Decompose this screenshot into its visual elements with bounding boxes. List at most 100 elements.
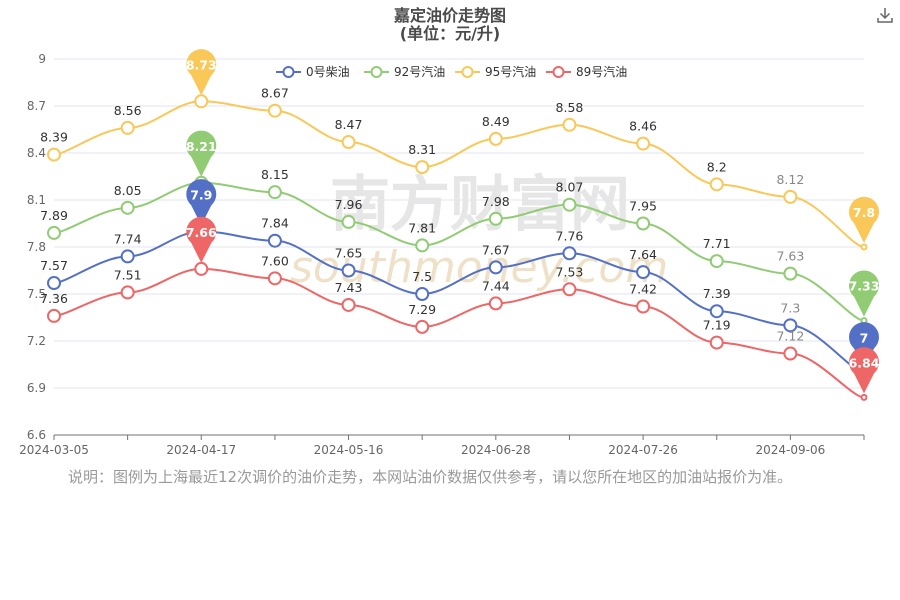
- series-0: 7.57 7.74 7.84 7.65 7.5 7.67 7.76 7.64 7.39 7.3: [40, 216, 868, 376]
- series-2: 8.39 8.56 8.67 8.47 8.31 8.49 8.58 8.46 8.2 8.12: [40, 86, 868, 251]
- pin-label: 7.9: [190, 187, 212, 202]
- pin-label: 7.33: [849, 279, 880, 294]
- data-label: 8.07: [556, 180, 584, 195]
- pin-label: 8.73: [186, 57, 217, 72]
- data-label: 7.71: [703, 236, 731, 251]
- max-min-pins: 7.9 7 8.21 7.33 8.73 7.8 7.66 6.84: [186, 49, 880, 394]
- data-label: 8.67: [261, 86, 289, 101]
- data-label: 7.76: [556, 228, 584, 243]
- data-label: 8.49: [482, 114, 510, 129]
- data-label: 7.95: [629, 199, 657, 214]
- data-point: [860, 393, 868, 401]
- legend-marker: [282, 66, 295, 78]
- legend-item[interactable]: 89号汽油: [546, 64, 627, 79]
- pin-shape: [849, 347, 880, 394]
- data-label: 8.15: [261, 167, 289, 182]
- pin-shape: [186, 179, 217, 226]
- legend-item[interactable]: 95号汽油: [455, 64, 536, 79]
- x-tick-label: 2024-04-17: [166, 443, 236, 457]
- data-label: 8.58: [556, 100, 584, 115]
- download-icon[interactable]: [876, 6, 894, 24]
- data-label: 7.81: [408, 220, 436, 235]
- x-tick-label: 2024-03-05: [19, 443, 89, 457]
- data-point: [120, 200, 135, 215]
- data-label: 7.53: [556, 264, 584, 279]
- legend-item[interactable]: 92号汽油: [364, 64, 445, 79]
- legend-label: 89号汽油: [576, 64, 627, 79]
- legend-marker: [370, 66, 383, 78]
- data-point: [341, 297, 356, 312]
- legend-marker: [552, 66, 565, 78]
- data-point: [415, 160, 430, 175]
- data-label: 7.44: [482, 278, 510, 293]
- data-label: 7.89: [40, 208, 68, 223]
- y-tick-label: 7.5: [27, 287, 46, 301]
- data-point: [488, 296, 503, 311]
- min-pin: 6.84: [849, 347, 880, 394]
- x-tick-label: 2024-06-28: [461, 443, 531, 457]
- data-point: [267, 185, 282, 200]
- legend-item[interactable]: 0号柴油: [276, 65, 350, 79]
- data-label: 7.36: [40, 291, 68, 306]
- data-point: [488, 131, 503, 146]
- max-pin: 8.73: [186, 49, 217, 96]
- min-pin: 7.8: [849, 196, 880, 243]
- data-label: 7.67: [482, 242, 510, 257]
- x-tick-label: 2024-07-26: [608, 443, 678, 457]
- data-point: [415, 238, 430, 253]
- data-label: 7.12: [776, 329, 804, 344]
- data-point: [562, 197, 577, 212]
- pin-shape: [186, 49, 217, 96]
- x-tick-label: 2024-09-06: [755, 443, 825, 457]
- data-point: [636, 216, 651, 231]
- data-point: [267, 271, 282, 286]
- data-point: [120, 249, 135, 264]
- pin-shape: [186, 216, 217, 263]
- data-point: [709, 254, 724, 269]
- data-point: [709, 335, 724, 350]
- pin-label: 7: [860, 330, 869, 345]
- data-point: [341, 135, 356, 150]
- data-point: [194, 261, 209, 276]
- legend: 0号柴油 92号汽油 95号汽油 89号汽油: [276, 64, 627, 79]
- data-point: [860, 243, 868, 251]
- data-point: [709, 304, 724, 319]
- data-label: 8.12: [776, 172, 804, 187]
- data-point: [267, 103, 282, 118]
- data-label: 8.39: [40, 130, 68, 145]
- data-label: 7.43: [335, 280, 363, 295]
- data-point: [709, 177, 724, 192]
- data-point: [341, 214, 356, 229]
- legend-label: 92号汽油: [394, 64, 445, 79]
- data-point: [47, 147, 61, 162]
- data-point: [636, 265, 651, 280]
- data-label: 7.98: [482, 194, 510, 209]
- series-3: 7.36 7.51 7.60 7.43 7.29 7.44 7.53 7.42 7.19 7.12: [40, 253, 868, 401]
- series-layer: 7.577.747.847.657.57.677.767.647.397.37.…: [40, 86, 868, 401]
- data-label: 8.2: [707, 159, 727, 174]
- chart-title: 嘉定油价走势图: [393, 6, 506, 25]
- data-point: [488, 211, 503, 226]
- y-tick-label: 9: [38, 52, 46, 66]
- data-label: 7.3: [780, 300, 800, 315]
- data-label: 8.05: [114, 183, 142, 198]
- data-label: 8.47: [335, 117, 363, 132]
- min-pin: 7: [849, 322, 880, 369]
- max-pin: 7.66: [186, 216, 217, 263]
- data-point: [636, 136, 651, 151]
- data-point: [562, 117, 577, 132]
- min-pin: 7.33: [849, 270, 880, 317]
- data-point: [194, 94, 209, 109]
- chart-subtitle: (单位：元/升): [400, 24, 500, 43]
- y-tick-label: 7.8: [27, 240, 46, 254]
- data-point: [267, 233, 282, 248]
- data-point: [120, 120, 135, 135]
- chart-note: 说明：图例为上海最近12次调价的油价走势，本网站油价数据仅供参考，请以您所在地区…: [68, 468, 793, 486]
- pin-label: 6.84: [849, 355, 880, 370]
- data-label: 7.84: [261, 216, 289, 231]
- data-point: [783, 318, 798, 333]
- data-point: [47, 225, 61, 240]
- data-point: [415, 319, 430, 334]
- data-label: 7.19: [703, 318, 731, 333]
- data-point: [47, 308, 61, 323]
